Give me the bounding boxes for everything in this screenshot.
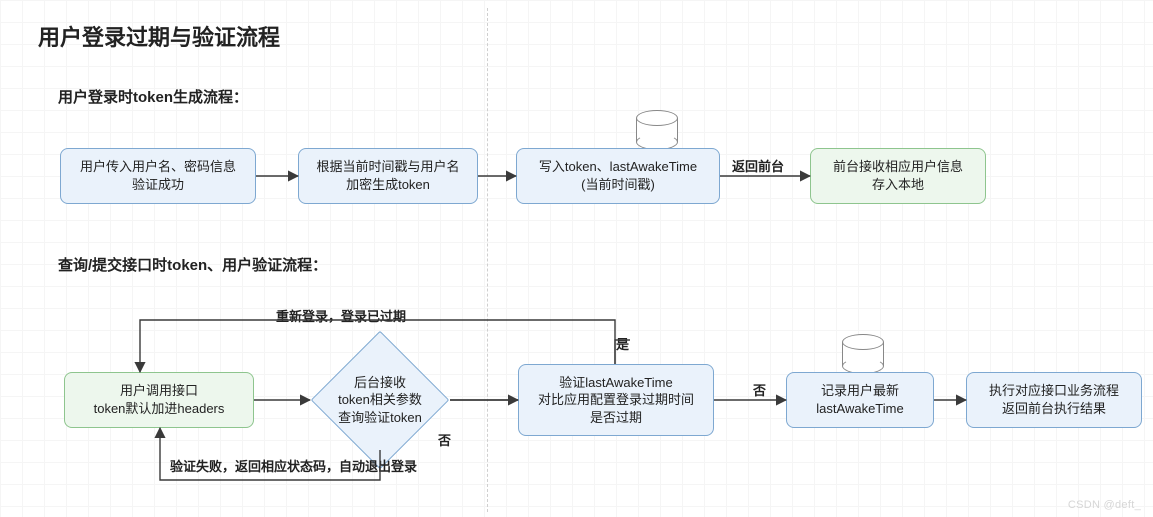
decision-label: 后台接收token相关参数查询验证token (332, 374, 428, 427)
edge-label-return-front: 返回前台 (732, 156, 784, 175)
vertical-divider (487, 8, 488, 512)
section2-subtitle: 查询/提交接口时token、用户验证流程： (58, 254, 327, 275)
node-check-expiry: 验证lastAwakeTime对比应用配置登录过期时间是否过期 (518, 364, 714, 436)
node-frontend-store: 前台接收相应用户信息存入本地 (810, 148, 986, 204)
node-generate-token: 根据当前时间戳与用户名加密生成token (298, 148, 478, 204)
db-icon-bottom (842, 334, 884, 374)
diagram-canvas: 用户登录过期与验证流程 用户登录时token生成流程： 用户传入用户名、密码信息… (0, 0, 1153, 517)
page-title: 用户登录过期与验证流程 (38, 20, 280, 52)
edge-label-yes: 是 (616, 334, 629, 353)
edge-label-fail: 验证失败，返回相应状态码，自动退出登录 (170, 456, 417, 475)
decision-validate-token: 后台接收token相关参数查询验证token (308, 328, 452, 472)
node-verify-credentials: 用户传入用户名、密码信息验证成功 (60, 148, 256, 204)
node-call-api: 用户调用接口token默认加进headers (64, 372, 254, 428)
edge-label-no-expiry: 否 (753, 380, 766, 399)
watermark: CSDN @deft_ (1068, 499, 1141, 511)
db-icon-top (636, 110, 678, 150)
node-update-awake: 记录用户最新lastAwakeTime (786, 372, 934, 428)
section1-subtitle: 用户登录时token生成流程： (58, 86, 248, 107)
node-write-token: 写入token、lastAwakeTime(当前时间戳) (516, 148, 720, 204)
node-execute-return: 执行对应接口业务流程返回前台执行结果 (966, 372, 1142, 428)
edge-label-relogin: 重新登录，登录已过期 (276, 306, 406, 325)
edge-label-no-decision: 否 (438, 430, 451, 449)
